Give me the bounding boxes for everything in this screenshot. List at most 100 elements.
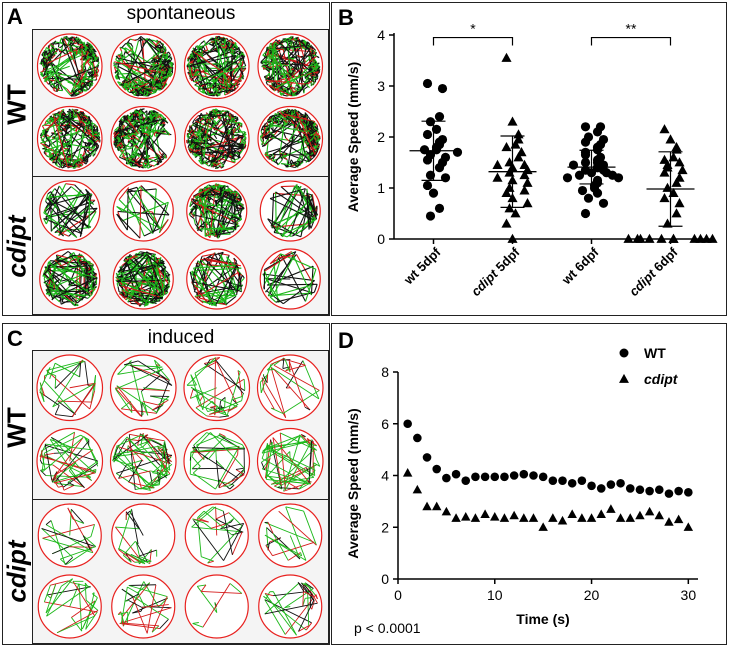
track-segment: [304, 73, 310, 78]
track-segment: [76, 129, 80, 134]
track-segment: [61, 38, 65, 43]
track-segment: [46, 149, 56, 160]
track-segment: [151, 83, 156, 88]
track-segment: [153, 121, 158, 125]
track-segment: [62, 51, 66, 55]
track-segment: [70, 166, 73, 168]
track-segment: [117, 74, 121, 80]
track-segment: [189, 140, 192, 143]
track-segment: [147, 111, 151, 115]
track-segment: [200, 40, 205, 44]
track-segment: [85, 85, 89, 90]
track-segment: [143, 158, 148, 163]
track-segment: [201, 45, 205, 50]
track-segment: [113, 64, 118, 67]
track-segment: [86, 128, 92, 132]
track-segment: [94, 79, 97, 81]
track-segment: [208, 89, 234, 95]
track-segment: [76, 111, 81, 118]
track-segment: [167, 67, 173, 71]
track-segment: [67, 165, 73, 168]
track-segment: [161, 158, 164, 161]
track-segment: [56, 111, 60, 114]
track-segment: [70, 46, 73, 51]
track-segment: [161, 123, 165, 128]
track-segment: [311, 46, 316, 51]
track-segment: [214, 38, 220, 43]
track-segment: [131, 127, 135, 134]
track-segment: [148, 38, 154, 43]
track-segment: [154, 40, 161, 47]
track-segment: [44, 143, 50, 148]
track-segment: [156, 161, 161, 166]
track-segment: [235, 83, 239, 86]
track-segment: [81, 119, 87, 125]
track-segment: [214, 156, 216, 160]
track-segment: [132, 111, 135, 115]
track-segment: [41, 71, 44, 77]
well: [36, 33, 103, 100]
track-segment: [129, 137, 135, 140]
track-segment: [88, 145, 90, 149]
track-segment: [73, 165, 76, 168]
track-segment: [63, 147, 69, 150]
track-segment: [146, 90, 151, 94]
track-segment: [219, 42, 221, 45]
track-segment: [289, 87, 295, 93]
track-segment: [217, 77, 222, 84]
track-segment: [151, 132, 155, 138]
track-segment: [139, 109, 144, 115]
track-segment: [307, 41, 310, 45]
track-segment: [187, 129, 189, 132]
track-segment: [262, 51, 267, 56]
track-segment: [163, 154, 166, 157]
track-segment: [214, 82, 217, 88]
track-segment: [72, 116, 75, 121]
track-segment: [134, 84, 140, 87]
track-segment: [218, 35, 221, 38]
track-segment: [43, 53, 53, 67]
track-segment: [158, 69, 163, 73]
track-segment: [187, 58, 190, 62]
track-segment: [49, 49, 52, 55]
track-segment: [158, 52, 160, 55]
track-segment: [134, 128, 166, 167]
track-segment: [57, 43, 60, 48]
track-segment: [80, 48, 85, 53]
panel-a-wt-plate-box: [32, 29, 329, 177]
track-segment: [192, 48, 239, 66]
track-segment: [75, 93, 80, 97]
track-segment: [262, 59, 267, 63]
track-segment: [300, 45, 307, 51]
track-segment: [238, 47, 241, 52]
track-segment: [223, 81, 228, 88]
track-segment: [205, 45, 209, 51]
track-segment: [115, 55, 120, 60]
track-segment: [230, 47, 232, 49]
track-segment: [71, 112, 73, 117]
track-segment: [89, 82, 94, 88]
track-segment: [170, 72, 173, 76]
track-segment: [133, 152, 139, 159]
track-segment: [117, 54, 121, 57]
track-segment: [56, 113, 62, 118]
track-segment: [222, 83, 228, 87]
track-segment: [74, 38, 79, 44]
track-segment: [69, 36, 74, 40]
track-segment: [265, 79, 309, 85]
track-segment: [226, 38, 229, 42]
track-segment: [260, 38, 286, 63]
track-segment: [140, 35, 160, 53]
track-segment: [272, 71, 312, 90]
track-segment: [189, 75, 191, 78]
track-segment: [49, 151, 55, 156]
track-segment: [40, 59, 43, 63]
track-segment: [119, 156, 144, 169]
track-segment: [131, 158, 138, 164]
track-segment: [275, 39, 315, 76]
track-segment: [210, 37, 212, 40]
track-segment: [189, 52, 193, 57]
track-segment: [89, 154, 92, 157]
track-segment: [49, 43, 53, 48]
track-segment: [240, 55, 246, 60]
